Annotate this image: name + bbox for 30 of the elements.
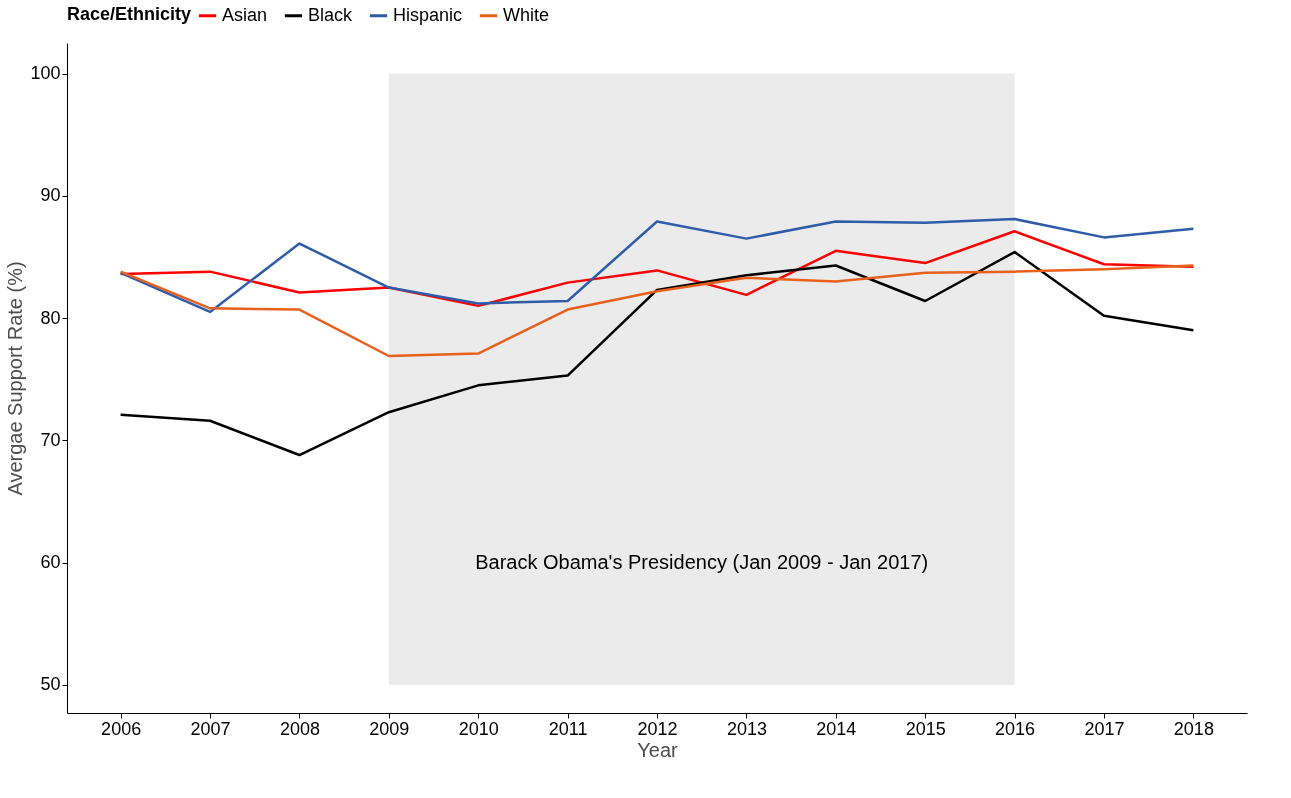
x-tick-label: 2010 bbox=[458, 718, 499, 739]
x-tick-label: 2013 bbox=[726, 718, 767, 739]
line-series bbox=[119, 264, 1195, 358]
x-tick-label: 2012 bbox=[637, 718, 678, 739]
y-tick-label: 70 bbox=[40, 429, 61, 450]
legend-label: White bbox=[503, 4, 550, 25]
x-tick-label: 2018 bbox=[1173, 718, 1214, 739]
y-tick-label: 80 bbox=[40, 307, 61, 328]
y-axis-title: Avergae Support Rate (%) bbox=[4, 261, 27, 496]
line-series bbox=[119, 217, 1195, 314]
legend-title: Race/Ethnicity bbox=[67, 4, 192, 24]
line-series bbox=[119, 250, 1195, 457]
legend-label: Asian bbox=[222, 4, 268, 25]
legend-label: Black bbox=[308, 4, 354, 25]
x-tick-label: 2015 bbox=[905, 718, 946, 739]
x-tick-label: 2014 bbox=[816, 718, 857, 739]
x-tick-label: 2008 bbox=[279, 718, 320, 739]
band-label: Barack Obama's Presidency (Jan 2009 - Jan 2017) bbox=[475, 550, 929, 573]
y-tick-label: 60 bbox=[40, 552, 61, 573]
x-tick-label: 2006 bbox=[101, 718, 142, 739]
x-axis-title: Year bbox=[637, 738, 679, 761]
x-tick-label: 2009 bbox=[369, 718, 410, 739]
legend-label: Hispanic bbox=[393, 4, 463, 25]
y-tick-label: 100 bbox=[30, 63, 61, 84]
y-tick-label: 90 bbox=[40, 185, 61, 206]
x-tick-label: 2016 bbox=[995, 718, 1036, 739]
x-tick-label: 2011 bbox=[548, 718, 588, 739]
x-tick-label: 2007 bbox=[190, 718, 231, 739]
y-tick-label: 50 bbox=[40, 674, 61, 695]
x-tick-label: 2017 bbox=[1084, 718, 1125, 739]
